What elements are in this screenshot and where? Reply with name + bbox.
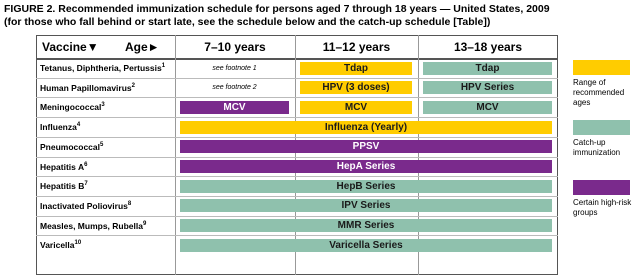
vaccine-label: Hepatitis B7 bbox=[40, 181, 88, 191]
column-rule bbox=[418, 35, 419, 275]
schedule-bar: Tdap bbox=[423, 61, 552, 75]
vaccine-name: Hepatitis B bbox=[40, 181, 85, 192]
vaccine-label: Measles, Mumps, Rubella9 bbox=[40, 221, 146, 231]
row-rule bbox=[36, 97, 558, 99]
row-rule bbox=[36, 156, 558, 158]
footnote: 2 bbox=[131, 82, 135, 89]
footnote: 1 bbox=[161, 63, 166, 70]
footnote-note: see footnote 2 bbox=[212, 84, 257, 92]
title-line: FIGURE 2. Recommended immunization sched… bbox=[4, 3, 550, 15]
vaccine-name: Varicella bbox=[40, 240, 75, 251]
vaccine-name: Human Papillomavirus bbox=[40, 82, 132, 93]
row-rule bbox=[36, 77, 558, 79]
footnote-note: see footnote 1 bbox=[212, 64, 257, 72]
row-rule bbox=[36, 136, 558, 138]
footnote: 4 bbox=[76, 122, 81, 129]
table-frame bbox=[36, 35, 558, 275]
schedule-bar: HepA Series bbox=[180, 160, 552, 173]
legend-label: Certain high-risk groups bbox=[573, 198, 632, 217]
vaccine-name: Tetanus, Diphtheria, Pertussis bbox=[40, 63, 162, 73]
row-rule bbox=[36, 195, 558, 197]
footnote: 6 bbox=[84, 161, 88, 168]
schedule-bar: MCV bbox=[180, 100, 289, 114]
schedule-bar: HepB Series bbox=[180, 179, 552, 193]
schedule-bar: MMR Series bbox=[180, 219, 552, 233]
header-vaccine: Vaccine▼ bbox=[42, 40, 99, 54]
vaccine-label: Meningococcal3 bbox=[40, 102, 105, 112]
footnote: 5 bbox=[100, 141, 104, 148]
legend-swatch bbox=[573, 120, 630, 135]
vaccine-name: Influenza bbox=[40, 122, 77, 133]
row-rule bbox=[36, 215, 558, 217]
vaccine-label: Influenza4 bbox=[40, 122, 80, 132]
column-rule bbox=[175, 35, 176, 275]
footnote: 9 bbox=[142, 220, 147, 227]
vaccine-name: Hepatitis A bbox=[40, 161, 85, 172]
schedule-bar: HPV Series bbox=[423, 81, 552, 95]
row-rule bbox=[36, 235, 558, 237]
row-rule bbox=[36, 117, 558, 119]
row-rule bbox=[36, 176, 558, 178]
vaccine-name: Inactivated Poliovirus bbox=[40, 200, 128, 211]
vaccine-label: Human Papillomavirus2 bbox=[40, 83, 135, 93]
header-rule bbox=[36, 58, 558, 60]
column-rule bbox=[295, 35, 296, 275]
legend-swatch bbox=[573, 180, 630, 195]
vaccine-label: Varicella10 bbox=[40, 240, 81, 250]
age-column: 11–12 years bbox=[322, 40, 391, 54]
footnote: 8 bbox=[127, 201, 132, 208]
legend-swatch bbox=[573, 60, 630, 75]
vaccine-name: Measles, Mumps, Rubella bbox=[40, 220, 143, 231]
title-line: (for those who fall behind or start late… bbox=[4, 16, 491, 28]
footnote: 3 bbox=[101, 102, 105, 109]
legend-label: Catch-up immunization bbox=[573, 138, 621, 157]
schedule-bar: MCV bbox=[300, 100, 412, 114]
vaccine-name: Pneumococcal bbox=[40, 141, 100, 152]
footnote: 7 bbox=[84, 181, 88, 188]
age-column: 13–18 years bbox=[453, 40, 523, 54]
vaccine-label: Pneumococcal5 bbox=[40, 142, 103, 152]
schedule-bar: HPV (3 doses) bbox=[300, 81, 412, 95]
vaccine-label: Tetanus, Diphtheria, Pertussis1 bbox=[40, 63, 165, 73]
vaccine-label: Hepatitis A6 bbox=[40, 162, 87, 172]
header-age: Age► bbox=[125, 40, 160, 54]
vaccine-label: Inactivated Poliovirus8 bbox=[40, 201, 131, 211]
schedule-bar: Influenza (Yearly) bbox=[180, 120, 552, 134]
age-column: 7–10 years bbox=[204, 40, 266, 54]
schedule-bar: IPV Series bbox=[180, 199, 552, 213]
schedule-bar: Varicella Series bbox=[180, 238, 552, 252]
schedule-bar: MCV bbox=[423, 100, 552, 114]
schedule-bar: PPSV bbox=[180, 140, 552, 154]
schedule-bar: Tdap bbox=[300, 61, 412, 75]
legend-label: Range of recommended ages bbox=[573, 78, 625, 107]
vaccine-name: Meningococcal bbox=[40, 102, 102, 113]
footnote: 10 bbox=[74, 240, 82, 247]
